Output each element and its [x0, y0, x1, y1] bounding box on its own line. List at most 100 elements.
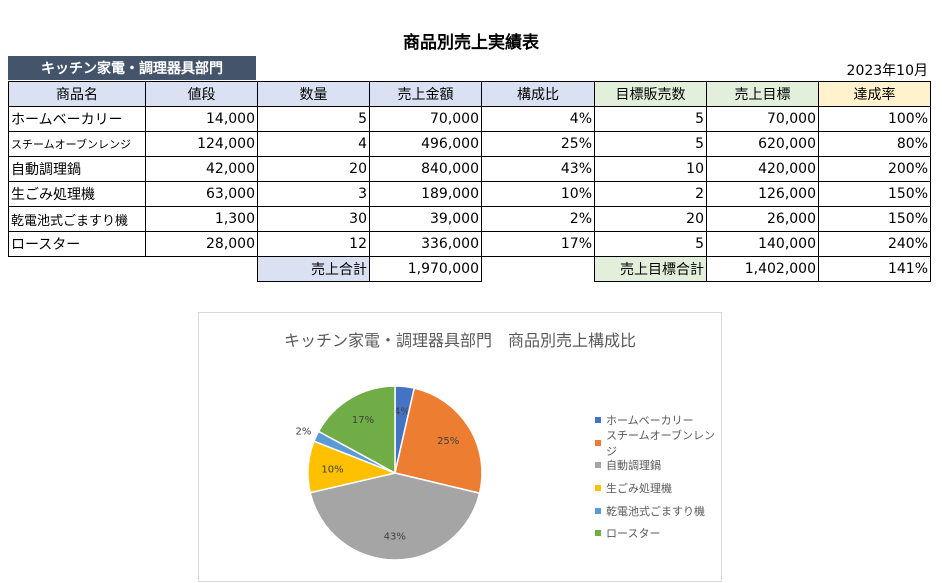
cell-qty[interactable]: 30: [257, 206, 370, 232]
total-sales-value[interactable]: 1,970,000: [369, 256, 482, 282]
header-qty[interactable]: 数量: [257, 81, 370, 107]
legend-label: ホームベーカリー: [606, 414, 694, 428]
cell-target-sales[interactable]: 620,000: [706, 131, 819, 157]
header-achieve[interactable]: 達成率: [818, 81, 931, 107]
cell-price[interactable]: 42,000: [145, 156, 258, 182]
totals-row: 売上合計 1,970,000 売上目標合計 1,402,000 141%: [9, 256, 931, 282]
cell-qty[interactable]: 20: [257, 156, 370, 182]
legend-label: ロースター: [606, 527, 661, 541]
cell-target-qty[interactable]: 10: [594, 156, 707, 182]
table-row: スチームオーブンレンジ 124,000 4 496,000 25% 5 620,…: [8, 131, 931, 157]
legend-item[interactable]: ロースター: [595, 522, 721, 545]
legend-swatch: [595, 485, 601, 492]
chart-legend: ホームベーカリー スチームオーブンレンジ 自動調理鍋生ごみ処理機乾電池式ごますり機ロ…: [595, 409, 721, 545]
cell-name[interactable]: ロースター: [8, 231, 146, 257]
cell-price[interactable]: 14,000: [145, 106, 258, 132]
header-price[interactable]: 値段: [145, 81, 258, 107]
legend-label: スチームオーブンレンジ: [606, 428, 716, 458]
cell-target-sales[interactable]: 26,000: [706, 206, 819, 232]
cell-qty[interactable]: 5: [257, 106, 370, 132]
table-row: 生ごみ処理機 63,000 3 189,000 10% 2 126,000 15…: [8, 181, 931, 207]
sheet-title: 商品別売上実績表: [403, 33, 539, 53]
legend-item[interactable]: ホームベーカリー: [595, 409, 721, 432]
legend-swatch: [595, 507, 601, 514]
header-sales[interactable]: 売上金額: [369, 81, 482, 107]
cell-ratio[interactable]: 4%: [481, 106, 595, 132]
cell-achieve[interactable]: 240%: [818, 231, 931, 257]
cell-target-qty[interactable]: 5: [594, 131, 707, 157]
legend-item[interactable]: 乾電池式ごますり機: [595, 499, 721, 522]
pie-chart[interactable]: キッチン家電・調理器具部門 商品別売上構成比 4% 25% 43% 10% 2% 17% …: [198, 312, 722, 582]
legend-swatch: [595, 439, 601, 446]
cell-achieve[interactable]: 100%: [818, 106, 931, 132]
cell-ratio[interactable]: 25%: [481, 131, 595, 157]
cell-sales[interactable]: 336,000: [369, 231, 482, 257]
cell-ratio[interactable]: 17%: [481, 231, 595, 257]
cell-sales[interactable]: 70,000: [369, 106, 482, 132]
legend-label: 自動調理鍋: [606, 459, 661, 473]
cell-price[interactable]: 63,000: [145, 181, 258, 207]
cell-sales[interactable]: 189,000: [369, 181, 482, 207]
cell-sales[interactable]: 39,000: [369, 206, 482, 232]
pie-data-label: 2%: [296, 426, 312, 437]
table-header-row: 商品名 値段 数量 売上金額 構成比 目標販売数 売上目標 達成率: [8, 81, 931, 107]
header-target-sales[interactable]: 売上目標: [706, 81, 819, 107]
table-row: 乾電池式ごますり機 1,300 30 39,000 2% 20 26,000 1…: [8, 206, 931, 232]
cell-ratio[interactable]: 43%: [481, 156, 595, 182]
legend-label: 生ごみ処理機: [606, 482, 672, 496]
legend-swatch: [595, 417, 601, 424]
pie-data-label: 25%: [437, 436, 459, 447]
total-target-label[interactable]: 売上目標合計: [594, 256, 707, 282]
pie-slice[interactable]: [394, 387, 483, 495]
cell-target-qty[interactable]: 2: [594, 181, 707, 207]
cell-name[interactable]: 乾電池式ごますり機: [8, 206, 146, 232]
table-row: ホームベーカリー 14,000 5 70,000 4% 5 70,000 100…: [8, 106, 931, 132]
total-sales-label[interactable]: 売上合計: [257, 256, 370, 282]
cell-ratio[interactable]: 10%: [481, 181, 595, 207]
cell-qty[interactable]: 4: [257, 131, 370, 157]
cell-sales[interactable]: 496,000: [369, 131, 482, 157]
cell-name[interactable]: 自動調理鍋: [8, 156, 146, 182]
total-achieve-value[interactable]: 141%: [818, 256, 931, 282]
cell-name[interactable]: スチームオーブンレンジ: [8, 131, 146, 157]
cell-qty[interactable]: 12: [257, 231, 370, 257]
total-target-value[interactable]: 1,402,000: [706, 256, 819, 282]
empty-cell: [9, 257, 146, 282]
legend-swatch: [595, 462, 601, 469]
department-label: キッチン家電・調理器具部門: [8, 56, 256, 80]
cell-achieve[interactable]: 150%: [818, 181, 931, 207]
cell-target-sales[interactable]: 140,000: [706, 231, 819, 257]
pie-data-label: 17%: [352, 415, 374, 426]
legend-item[interactable]: 自動調理鍋: [595, 454, 721, 477]
cell-price[interactable]: 1,300: [145, 206, 258, 232]
pie-data-label: 43%: [384, 532, 406, 543]
legend-swatch: [595, 530, 601, 537]
table-row: ロースター 28,000 12 336,000 17% 5 140,000 24…: [8, 231, 931, 257]
cell-price[interactable]: 124,000: [145, 131, 258, 157]
legend-item[interactable]: 生ごみ処理機: [595, 477, 721, 500]
sales-table: 商品名 値段 数量 売上金額 構成比 目標販売数 売上目標 達成率 ホームベーカ…: [8, 81, 931, 282]
cell-achieve[interactable]: 200%: [818, 156, 931, 182]
cell-ratio[interactable]: 2%: [481, 206, 595, 232]
header-target-qty[interactable]: 目標販売数: [594, 81, 707, 107]
pie-chart-plot: 4% 25% 43% 10% 2% 17%: [296, 385, 483, 561]
cell-target-sales[interactable]: 126,000: [706, 181, 819, 207]
header-name[interactable]: 商品名: [8, 81, 146, 107]
pie-slice[interactable]: [309, 472, 481, 561]
cell-price[interactable]: 28,000: [145, 231, 258, 257]
cell-target-qty[interactable]: 5: [594, 106, 707, 132]
cell-target-qty[interactable]: 20: [594, 206, 707, 232]
cell-target-sales[interactable]: 420,000: [706, 156, 819, 182]
cell-achieve[interactable]: 80%: [818, 131, 931, 157]
legend-item[interactable]: スチームオーブンレンジ: [595, 429, 721, 458]
cell-target-sales[interactable]: 70,000: [706, 106, 819, 132]
cell-name[interactable]: 生ごみ処理機: [8, 181, 146, 207]
cell-qty[interactable]: 3: [257, 181, 370, 207]
cell-achieve[interactable]: 150%: [818, 206, 931, 232]
cell-name[interactable]: ホームベーカリー: [8, 106, 146, 132]
pie-slice[interactable]: [317, 385, 396, 475]
cell-sales[interactable]: 840,000: [369, 156, 482, 182]
cell-target-qty[interactable]: 5: [594, 231, 707, 257]
header-ratio[interactable]: 構成比: [481, 81, 595, 107]
chart-title: キッチン家電・調理器具部門 商品別売上構成比: [283, 331, 636, 350]
